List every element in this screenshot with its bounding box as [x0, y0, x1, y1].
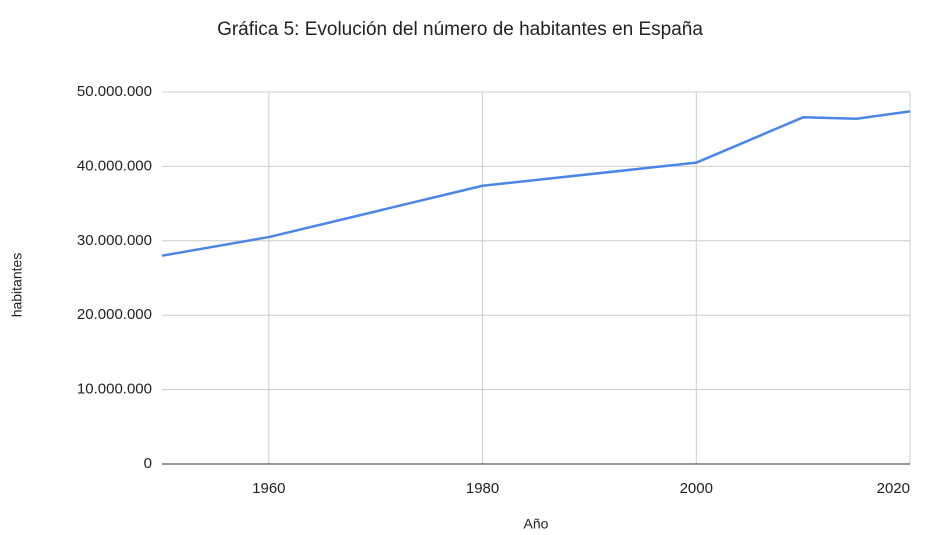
x-tick-label: 1980	[466, 480, 499, 497]
y-tick-label: 50.000.000	[77, 83, 152, 100]
chart-title: Gráfica 5: Evolución del número de habit…	[217, 19, 703, 40]
y-tick-label: 0	[144, 455, 152, 472]
x-tick-label: 2020	[877, 480, 910, 497]
y-axis-label: habitantes	[9, 253, 25, 318]
y-tick-label: 30.000.000	[77, 232, 152, 249]
y-tick-label: 10.000.000	[77, 381, 152, 398]
data-line	[161, 110, 911, 257]
y-tick-label: 40.000.000	[77, 157, 152, 174]
x-axis-label: Año	[524, 516, 549, 532]
y-tick-label: 20.000.000	[77, 306, 152, 323]
x-tick-label: 2000	[680, 480, 713, 497]
x-tick-label: 1960	[252, 480, 285, 497]
